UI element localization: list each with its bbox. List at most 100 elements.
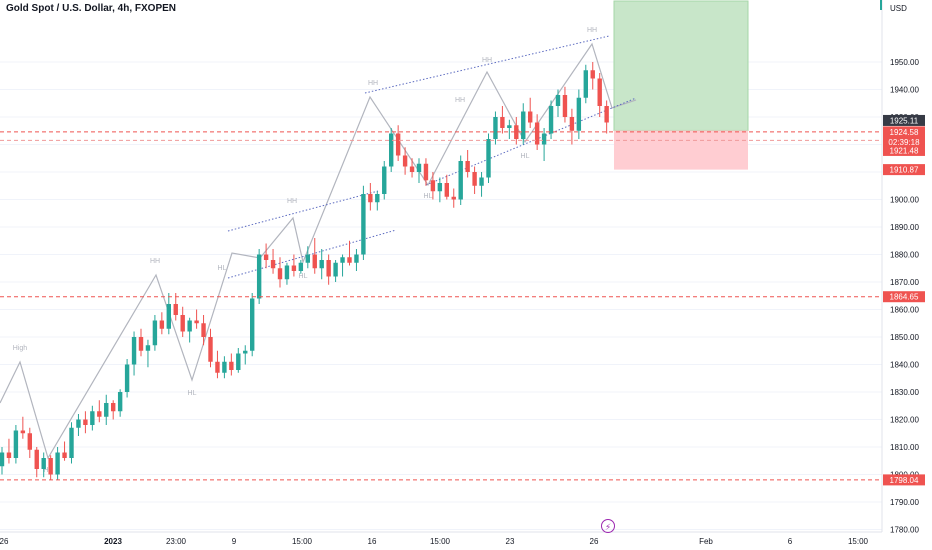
candle-body bbox=[402, 155, 408, 167]
candle-body bbox=[312, 254, 317, 269]
price-axis-bg bbox=[882, 0, 932, 550]
candle-body bbox=[368, 194, 373, 203]
time-axis[interactable]: 26 2023 23:00 9 15:00 16 15:00 23 26 Feb 6 15:00 bbox=[0, 531, 882, 546]
price-badge bbox=[883, 144, 925, 156]
candle-body bbox=[472, 172, 477, 186]
candle-body bbox=[166, 304, 171, 329]
swing-label: HL bbox=[424, 193, 433, 200]
candle-body bbox=[111, 403, 116, 412]
swing-label: HH bbox=[287, 198, 297, 205]
price-badge-label: 02:39:18 bbox=[888, 138, 920, 147]
candle-body bbox=[382, 166, 387, 194]
price-axis[interactable]: USD1780.001790.001800.001810.001820.0018… bbox=[880, 0, 932, 550]
swing-label: HL bbox=[521, 153, 530, 160]
candle-body bbox=[430, 180, 436, 192]
candle-body bbox=[117, 392, 123, 412]
candle-body bbox=[597, 78, 602, 106]
candle-body bbox=[180, 315, 185, 332]
price-badge-label: 1798.04 bbox=[890, 476, 919, 485]
candle-body bbox=[152, 320, 158, 346]
candle-body bbox=[187, 320, 192, 332]
candle-body bbox=[250, 298, 255, 351]
price-badge-label: 1921.48 bbox=[890, 146, 919, 155]
price-tick-label: 1840.00 bbox=[890, 361, 919, 370]
candle-body bbox=[451, 196, 456, 200]
candle-body bbox=[576, 97, 582, 131]
candle-body bbox=[48, 458, 53, 475]
candle-body bbox=[291, 265, 297, 271]
candle-body bbox=[97, 411, 102, 417]
candle-body bbox=[562, 95, 568, 117]
candle-body bbox=[514, 125, 519, 139]
candle-body bbox=[236, 353, 241, 370]
candle-body bbox=[34, 449, 39, 469]
candle-body bbox=[395, 133, 401, 156]
candle-body bbox=[55, 452, 60, 475]
lower-channel-line bbox=[425, 97, 637, 186]
candle-body bbox=[423, 163, 429, 181]
candle-body bbox=[208, 337, 213, 362]
candle-body bbox=[416, 163, 422, 172]
candle-body bbox=[20, 430, 26, 434]
candle-body bbox=[340, 257, 345, 263]
candle-body bbox=[138, 337, 144, 351]
lower-small-channel-line bbox=[227, 229, 397, 279]
trade-position[interactable] bbox=[613, 0, 749, 170]
price-badge bbox=[883, 474, 925, 486]
candle-body bbox=[104, 403, 109, 417]
candle-body bbox=[347, 257, 352, 263]
price-tick-label: 1820.00 bbox=[890, 416, 919, 425]
horizontal-levels[interactable] bbox=[0, 131, 882, 481]
candle-body bbox=[507, 125, 512, 128]
candle-body bbox=[270, 260, 276, 269]
price-badge bbox=[883, 114, 925, 126]
candlestick-series bbox=[0, 62, 609, 480]
chart-grid bbox=[0, 61, 882, 530]
candle-body bbox=[354, 254, 359, 263]
candle-body bbox=[284, 265, 290, 280]
time-tick-label: 26 bbox=[590, 537, 599, 546]
candle-body bbox=[215, 361, 220, 373]
swing-label: HL bbox=[299, 273, 308, 280]
candle-body bbox=[493, 117, 498, 139]
price-badge-label: 1910.87 bbox=[890, 166, 919, 175]
time-tick-label: 15:00 bbox=[292, 537, 313, 546]
swing-label: HL bbox=[44, 467, 53, 474]
candle-body bbox=[131, 337, 137, 365]
swing-label: HH bbox=[368, 80, 378, 87]
candle-body bbox=[27, 433, 32, 450]
time-tick-label: 16 bbox=[368, 537, 377, 546]
symbol-title[interactable]: Gold Spot / U.S. Dollar, 4h, FXOPEN bbox=[6, 3, 177, 14]
time-tick-label: 23:00 bbox=[166, 537, 187, 546]
candle-body bbox=[76, 419, 81, 428]
trend-channels[interactable] bbox=[227, 35, 637, 279]
price-badge-label: 1864.65 bbox=[890, 293, 919, 302]
candle-body bbox=[541, 133, 547, 145]
swing-label: HH bbox=[587, 27, 597, 34]
time-tick-label: 23 bbox=[506, 537, 515, 546]
price-badge bbox=[883, 136, 925, 148]
candle-body bbox=[521, 111, 526, 139]
time-tick-label: 2023 bbox=[104, 537, 122, 546]
price-badge bbox=[883, 126, 925, 138]
candle-body bbox=[277, 268, 283, 280]
candle-body bbox=[298, 262, 304, 271]
upper-channel-line bbox=[364, 35, 610, 94]
lightning-icon[interactable]: ⚡ bbox=[601, 519, 615, 533]
candle-body bbox=[319, 260, 324, 269]
price-tick-label: 1850.00 bbox=[890, 333, 919, 342]
swing-label: HH bbox=[455, 97, 465, 104]
price-tick-label: 1780.00 bbox=[890, 526, 919, 535]
candle-body bbox=[548, 106, 554, 134]
candle-body bbox=[458, 161, 463, 200]
candle-body bbox=[326, 260, 331, 277]
price-badge bbox=[883, 291, 925, 303]
swing-label: HH bbox=[150, 258, 160, 265]
candle-body bbox=[534, 122, 540, 145]
candle-body bbox=[69, 427, 74, 458]
candle-body bbox=[361, 194, 366, 255]
candle-body bbox=[528, 111, 533, 123]
candle-body bbox=[569, 117, 575, 131]
candle-body bbox=[124, 364, 130, 392]
